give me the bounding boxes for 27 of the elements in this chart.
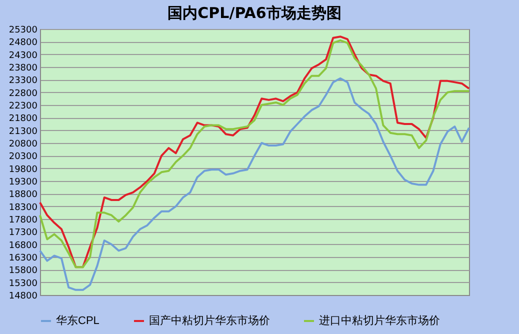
y-tick-label: 14800 — [8, 292, 38, 302]
legend-label: 进口中粘切片华东市场价 — [319, 314, 440, 327]
y-tick-label: 17300 — [8, 228, 38, 238]
line-series — [39, 77, 470, 291]
y-tick-label: 25300 — [8, 26, 38, 36]
y-tick-label: 18800 — [8, 190, 38, 200]
y-tick-label: 23300 — [8, 76, 38, 86]
y-tick-label: 17800 — [8, 216, 38, 226]
y-tick-label: 21800 — [8, 114, 38, 124]
legend-label: 华东CPL — [56, 314, 100, 327]
y-tick-label: 19300 — [8, 178, 38, 188]
y-tick-label: 21300 — [8, 126, 38, 137]
y-tick-label: 22300 — [8, 102, 38, 112]
y-tick-label: 16800 — [8, 240, 38, 251]
y-tick-label: 24800 — [8, 38, 38, 48]
y-tick-label: 24300 — [8, 50, 38, 61]
y-tick-label: 19800 — [8, 164, 38, 175]
y-tick-label: 15300 — [8, 278, 38, 289]
y-tick-label: 20800 — [8, 140, 38, 150]
y-tick-label: 18300 — [8, 202, 38, 213]
chart-title: 国内CPL/PA6市场走势图 — [168, 4, 342, 22]
y-tick-label: 22800 — [8, 88, 38, 99]
legend-label: 国产中粘切片华东市场价 — [149, 314, 270, 327]
y-tick-label: 23800 — [8, 64, 38, 74]
y-tick-label: 16300 — [8, 254, 38, 264]
y-tick-label: 15800 — [8, 266, 38, 276]
y-tick-label: 20300 — [8, 152, 38, 162]
